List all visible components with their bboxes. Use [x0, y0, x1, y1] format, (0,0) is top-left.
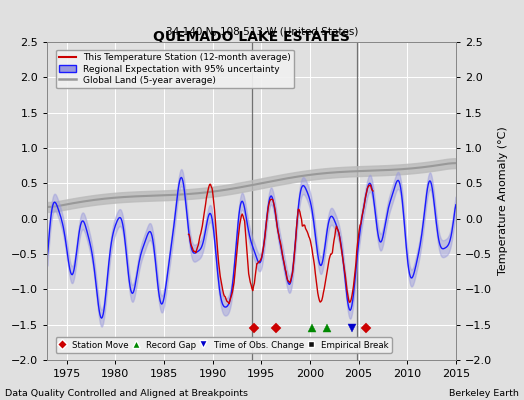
- Text: Data Quality Controlled and Aligned at Breakpoints: Data Quality Controlled and Aligned at B…: [5, 389, 248, 398]
- Y-axis label: Temperature Anomaly (°C): Temperature Anomaly (°C): [498, 127, 508, 275]
- Title: QUEMADO LAKE ESTATES: QUEMADO LAKE ESTATES: [153, 30, 350, 44]
- Text: Berkeley Earth: Berkeley Earth: [449, 389, 519, 398]
- Legend: Station Move, Record Gap, Time of Obs. Change, Empirical Break: Station Move, Record Gap, Time of Obs. C…: [56, 338, 391, 352]
- Text: 34.140 N, 108.513 W (United States): 34.140 N, 108.513 W (United States): [166, 26, 358, 36]
